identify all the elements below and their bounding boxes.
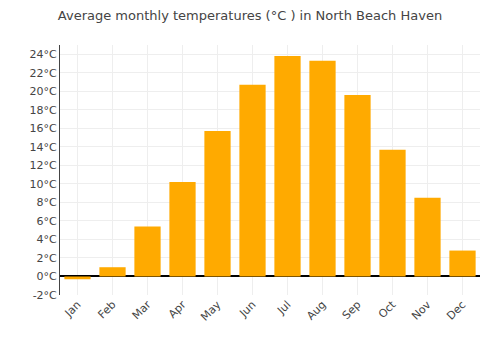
svg-text:Jan: Jan: [62, 298, 84, 320]
svg-text:24°C: 24°C: [30, 48, 57, 61]
svg-text:Mar: Mar: [130, 298, 154, 322]
svg-text:8°C: 8°C: [37, 196, 57, 209]
svg-text:Jul: Jul: [274, 298, 293, 317]
svg-text:Nov: Nov: [409, 298, 434, 323]
svg-text:-2°C: -2°C: [33, 289, 57, 302]
svg-text:0°C: 0°C: [37, 270, 57, 283]
svg-text:20°C: 20°C: [30, 85, 57, 98]
svg-text:6°C: 6°C: [37, 215, 57, 228]
svg-text:Feb: Feb: [96, 298, 119, 321]
svg-text:2°C: 2°C: [37, 252, 57, 265]
svg-text:May: May: [198, 298, 224, 324]
svg-text:Aug: Aug: [304, 298, 328, 322]
svg-text:Average monthly temperatures (: Average monthly temperatures (°C ) in No…: [58, 8, 442, 23]
svg-text:Oct: Oct: [376, 298, 399, 321]
svg-text:18°C: 18°C: [30, 104, 57, 117]
svg-text:4°C: 4°C: [37, 233, 57, 246]
svg-text:Dec: Dec: [444, 298, 468, 322]
svg-text:Apr: Apr: [166, 298, 189, 321]
svg-text:10°C: 10°C: [30, 178, 57, 191]
svg-text:Sep: Sep: [340, 298, 364, 322]
svg-text:Jun: Jun: [236, 298, 258, 320]
svg-text:12°C: 12°C: [30, 159, 57, 172]
svg-text:14°C: 14°C: [30, 141, 57, 154]
svg-text:22°C: 22°C: [30, 67, 57, 80]
svg-text:16°C: 16°C: [30, 122, 57, 135]
